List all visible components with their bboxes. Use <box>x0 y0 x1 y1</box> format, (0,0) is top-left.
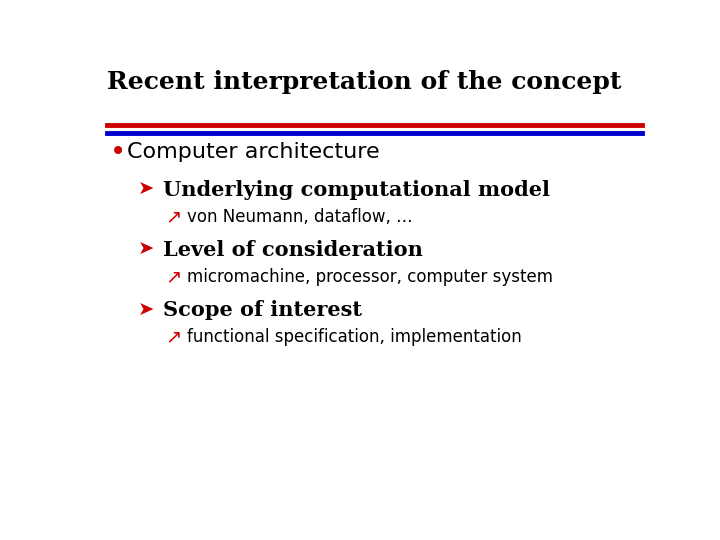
Text: ➤: ➤ <box>138 301 154 320</box>
Text: Scope of interest: Scope of interest <box>163 300 361 320</box>
Text: •: • <box>109 138 126 166</box>
Text: Computer architecture: Computer architecture <box>127 142 380 162</box>
Text: functional specification, implementation: functional specification, implementation <box>186 328 521 346</box>
Text: micromachine, processor, computer system: micromachine, processor, computer system <box>186 268 552 286</box>
Text: Level of consideration: Level of consideration <box>163 240 423 260</box>
Text: ↗: ↗ <box>166 207 181 226</box>
Text: ↗: ↗ <box>166 267 181 286</box>
Text: ➤: ➤ <box>138 240 154 259</box>
Text: von Neumann, dataflow, …: von Neumann, dataflow, … <box>186 207 412 226</box>
Text: Recent interpretation of the concept: Recent interpretation of the concept <box>107 70 621 94</box>
Text: ➤: ➤ <box>138 180 154 199</box>
Text: Underlying computational model: Underlying computational model <box>163 179 549 200</box>
Text: ↗: ↗ <box>166 328 181 347</box>
